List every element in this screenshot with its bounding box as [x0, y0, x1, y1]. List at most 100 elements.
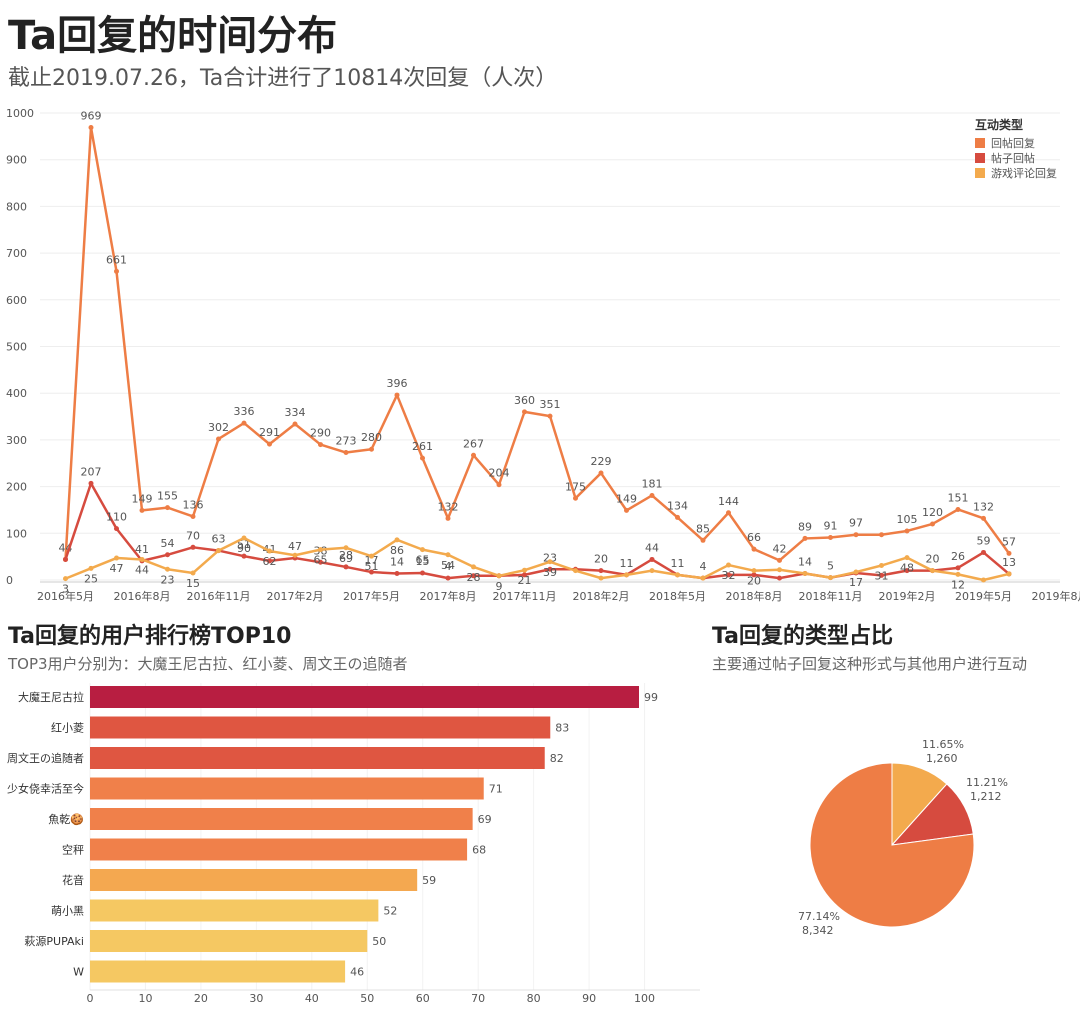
pie-slice-回帖回复 [809, 762, 975, 928]
data-label: 44 [645, 541, 659, 554]
data-point [394, 537, 400, 543]
x-tick-label: 2018年8月 [726, 589, 783, 603]
bar [90, 747, 545, 769]
data-point [522, 567, 527, 573]
legend-item-reply[interactable]: 回帖回复 [975, 135, 1057, 150]
data-label: 65 [314, 554, 328, 567]
data-label: 110 [106, 511, 127, 524]
legend-label-reply: 回帖回复 [991, 136, 1035, 150]
data-point [343, 545, 349, 551]
data-label: 336 [234, 405, 255, 418]
data-label: 20 [594, 553, 608, 566]
data-point [522, 572, 527, 578]
data-label: 17 [849, 576, 863, 589]
data-point [547, 413, 553, 419]
data-point [981, 549, 986, 555]
data-point [496, 482, 502, 488]
data-point [471, 573, 476, 579]
data-label: 661 [106, 253, 127, 266]
data-label: 11 [671, 557, 685, 570]
bar-value-label: 59 [422, 874, 436, 887]
time-distribution-line-chart: 0 100 200 300 400 500 600 700 800 900 1000 2016年5月 2… [6, 107, 1080, 603]
data-point [879, 572, 884, 578]
data-label: 20 [926, 553, 940, 566]
data-label: 54 [161, 537, 175, 550]
bar [90, 808, 473, 830]
x-tick-label: 20 [194, 992, 208, 1005]
data-label: 136 [183, 498, 204, 511]
data-point [241, 535, 247, 541]
bar [90, 686, 639, 708]
data-point [420, 455, 425, 461]
x-tick-label: 2018年2月 [573, 589, 630, 603]
types-title: Ta回复的类型占比 [712, 624, 894, 649]
data-label: 86 [390, 544, 404, 557]
legend-item-game[interactable]: 游戏评论回复 [975, 165, 1057, 180]
data-label: 4 [445, 560, 452, 573]
data-point [649, 556, 655, 562]
data-point [955, 565, 961, 571]
x-tick-label: 2016年11月 [187, 589, 251, 603]
data-label: 21 [518, 574, 532, 587]
data-point [394, 570, 400, 576]
data-label: 14 [390, 555, 404, 568]
data-label: 12 [951, 578, 965, 591]
bar [90, 930, 368, 952]
data-label: 334 [285, 406, 306, 419]
data-point [853, 532, 859, 538]
data-point [165, 566, 170, 572]
x-tick-label: 2019年8月 [1032, 589, 1080, 603]
data-label: 261 [412, 440, 433, 453]
x-tick-label: 2018年5月 [649, 589, 706, 603]
data-point [369, 569, 374, 575]
data-label: 273 [336, 435, 357, 448]
data-point [598, 575, 604, 581]
data-point [292, 552, 298, 558]
data-point [700, 575, 706, 581]
data-label: 149 [616, 492, 637, 505]
data-label: 90 [237, 542, 251, 555]
data-label: 69 [339, 552, 353, 565]
data-point [63, 556, 68, 562]
data-label: 267 [463, 437, 484, 450]
data-label: 51 [365, 560, 379, 573]
data-point [216, 548, 221, 554]
data-label: 91 [824, 520, 838, 533]
data-point [318, 442, 323, 448]
data-point [318, 547, 323, 553]
data-point [879, 563, 884, 569]
pie-value-label: 1,212 [970, 790, 1002, 803]
data-label: 13 [1002, 556, 1016, 569]
data-label: 144 [718, 495, 739, 508]
bar-category-label: 萩源PUPAki [24, 934, 84, 948]
data-point [88, 565, 94, 571]
data-point [114, 526, 119, 532]
data-point [981, 577, 986, 583]
bar-category-label: 空秤 [62, 843, 84, 857]
data-point [904, 568, 910, 574]
x-tick-label: 50 [360, 992, 374, 1005]
types-subtitle: 主要通过帖子回复这种形式与其他用户进行互动 [712, 655, 1028, 673]
data-label: 26 [951, 550, 965, 563]
data-point [241, 553, 247, 559]
data-point [573, 568, 578, 574]
data-label: 97 [849, 517, 863, 530]
data-point [547, 559, 553, 565]
data-point [420, 547, 425, 553]
data-point [700, 537, 706, 543]
data-label: 51 [237, 538, 251, 551]
data-point [522, 409, 527, 415]
chart-legend: 互动类型 回帖回复 帖子回帖 游戏评论回复 [975, 116, 1057, 180]
data-point [828, 575, 833, 581]
data-label: 290 [310, 427, 331, 440]
y-tick-label: 1000 [6, 107, 34, 120]
legend-swatch-game [975, 167, 985, 178]
data-label: 28 [467, 571, 481, 584]
bar-value-label: 46 [350, 966, 364, 979]
x-tick-label: 90 [582, 992, 596, 1005]
legend-item-post[interactable]: 帖子回帖 [975, 150, 1057, 165]
data-point [904, 555, 910, 561]
x-tick-label: 60 [416, 992, 430, 1005]
data-point [445, 515, 451, 521]
legend-swatch-post [975, 152, 985, 163]
